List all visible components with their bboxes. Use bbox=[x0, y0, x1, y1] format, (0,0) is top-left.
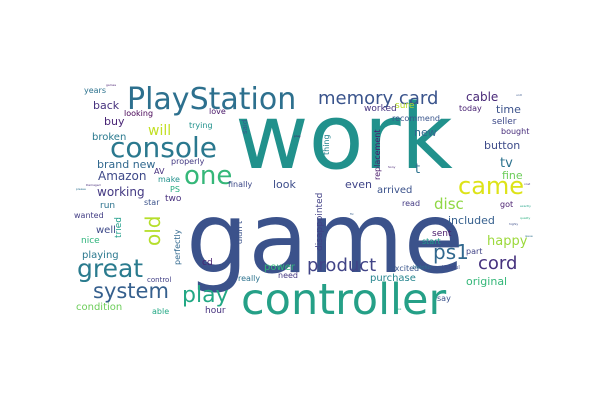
word-fine: fine bbox=[502, 169, 523, 182]
word-buy: buy bbox=[104, 115, 125, 128]
word-excited: excited bbox=[390, 264, 419, 273]
word-need: need bbox=[278, 271, 298, 280]
word-working: working bbox=[97, 185, 145, 199]
word-power: power bbox=[264, 262, 296, 273]
word-years: years bbox=[84, 86, 106, 95]
word-included: included bbox=[448, 214, 495, 227]
word-amazon: Amazon bbox=[98, 169, 147, 183]
word-sony: Sony bbox=[388, 165, 396, 169]
word-helpful-2: Helpful bbox=[442, 265, 460, 271]
word-control: control bbox=[147, 276, 171, 284]
word-part: part bbox=[466, 247, 482, 256]
word-star: star bbox=[144, 198, 160, 207]
word-nice: nice bbox=[81, 236, 100, 246]
word-play: play bbox=[182, 283, 229, 308]
word-ps: PS bbox=[170, 185, 180, 194]
word-ps1: ps1 bbox=[433, 240, 469, 264]
word-looking: looking bbox=[124, 109, 153, 118]
word-worked: worked bbox=[364, 104, 397, 114]
word-really: really bbox=[238, 274, 260, 283]
word-product: product bbox=[307, 255, 376, 276]
word-quality: quality bbox=[520, 216, 530, 220]
word-games: games bbox=[106, 83, 117, 87]
word-happy: happy bbox=[487, 234, 528, 249]
word-cable: cable bbox=[466, 90, 498, 104]
word-work: work bbox=[235, 85, 453, 190]
word-t: t bbox=[415, 162, 420, 177]
word-back: back bbox=[93, 99, 120, 112]
word-said: said bbox=[241, 120, 249, 134]
word-tried: tried bbox=[114, 217, 124, 238]
word-box: box bbox=[396, 307, 402, 311]
word-sent: sent bbox=[432, 229, 452, 239]
word-replacement: replacement bbox=[373, 130, 382, 180]
word-cord: cord bbox=[478, 253, 517, 274]
word-disappointed: disappointed bbox=[315, 193, 325, 251]
word-look: look bbox=[273, 178, 297, 191]
word-didn-t: didn t bbox=[235, 221, 244, 244]
word-plug: plug bbox=[294, 134, 301, 138]
word-time: time bbox=[496, 103, 521, 116]
word-brand-new: brand new bbox=[97, 158, 155, 171]
word-able: able bbox=[152, 307, 169, 316]
word-recommend: recommend bbox=[392, 114, 440, 123]
word-old: old bbox=[141, 216, 165, 247]
word-issue: issue bbox=[525, 234, 533, 238]
word-original: original bbox=[466, 275, 507, 288]
word-memory-card: memory card bbox=[318, 88, 438, 109]
word-read: read bbox=[402, 199, 420, 208]
word-love: love bbox=[209, 107, 226, 116]
word-say: say bbox=[437, 294, 451, 303]
word-cost: cost bbox=[524, 182, 531, 186]
word-even: even bbox=[345, 178, 372, 191]
word-tv: tv bbox=[500, 156, 513, 171]
word-well: well bbox=[96, 225, 116, 236]
word-seller: seller bbox=[492, 117, 517, 127]
word-button: button bbox=[484, 139, 520, 152]
word-helpful-1: Helpful bbox=[413, 265, 431, 271]
word-arrived: arrived bbox=[377, 185, 412, 196]
word-condition: condition bbox=[76, 302, 122, 313]
word-two: two bbox=[165, 194, 182, 204]
word-finally: finally bbox=[228, 180, 252, 189]
word-damaged: Damaged bbox=[86, 183, 101, 187]
word-playing: playing bbox=[82, 250, 119, 261]
word-broken: broken bbox=[92, 132, 126, 143]
word-sure: sure bbox=[395, 101, 415, 111]
word-system: system bbox=[93, 279, 169, 303]
word-cd: cd bbox=[202, 258, 213, 268]
word-bought: bought bbox=[501, 127, 529, 136]
word-perfectly: perfectly bbox=[173, 229, 182, 265]
word-disc: disc bbox=[434, 195, 464, 213]
word-game: game bbox=[186, 182, 464, 296]
word-hour: hour bbox=[205, 306, 226, 316]
word-highly: highly bbox=[509, 222, 518, 226]
word-will: will bbox=[148, 123, 171, 139]
word-thing: thing bbox=[322, 134, 331, 155]
word-properly: properly bbox=[171, 157, 205, 166]
word-purchase: purchase bbox=[370, 273, 416, 284]
word-fix: fix bbox=[350, 212, 354, 216]
word-great: great bbox=[77, 254, 143, 283]
word-run: run bbox=[100, 201, 115, 211]
word-new: new bbox=[414, 126, 437, 139]
word-playstation: PlayStation bbox=[127, 82, 296, 117]
word-came: came bbox=[458, 172, 524, 200]
word-make: make bbox=[158, 175, 180, 184]
word-trying: trying bbox=[189, 121, 213, 130]
word-console: console bbox=[110, 131, 217, 164]
word-got: got bbox=[500, 200, 513, 209]
word-unit: unit bbox=[516, 93, 523, 97]
word-today: today bbox=[459, 104, 482, 113]
word-av: AV bbox=[154, 167, 165, 176]
word-controller: controller bbox=[241, 275, 446, 325]
word-please: please bbox=[76, 187, 86, 191]
word-one: one bbox=[184, 161, 232, 191]
word-start: start bbox=[422, 237, 441, 246]
word-wanted: wanted bbox=[74, 211, 104, 220]
word-exactly: exactly bbox=[520, 204, 531, 208]
